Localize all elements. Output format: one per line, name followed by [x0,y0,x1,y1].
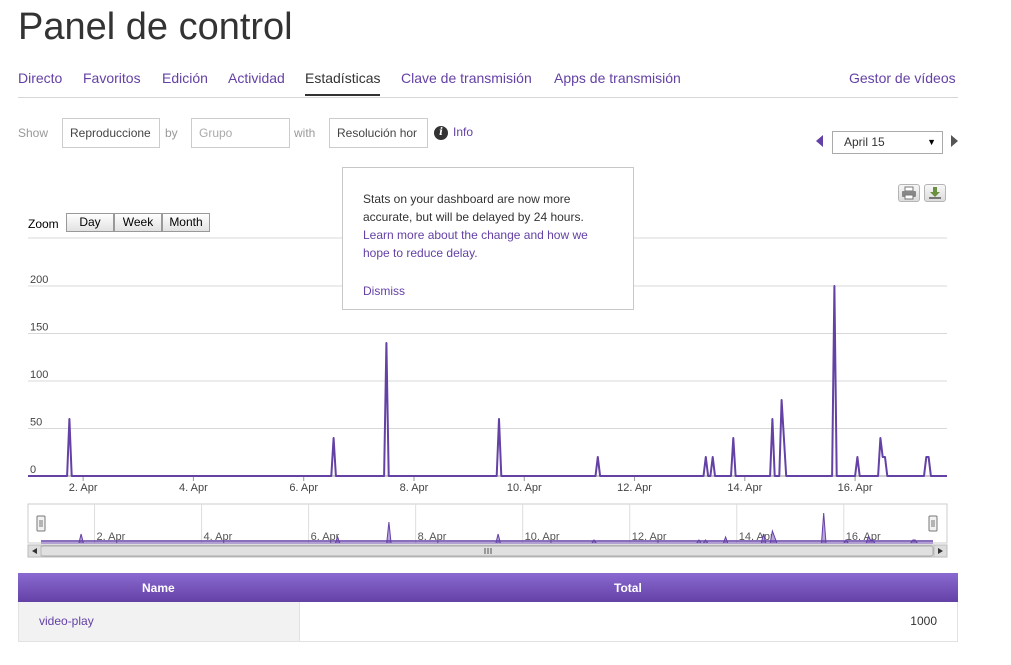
table-row: video-play 1000 [18,602,958,642]
zoom-week-button[interactable]: Week [114,213,162,232]
zoom-day-button[interactable]: Day [66,213,114,232]
learn-more-link[interactable]: Learn more about the change and how we h… [363,228,588,260]
show-label: Show [18,126,49,140]
y-tick-label: 150 [30,322,48,334]
total-column-header[interactable]: Total [614,581,642,595]
resolution-select[interactable]: Resolución hor [329,118,428,148]
caret-down-icon: ▼ [927,137,936,147]
y-tick-label: 50 [30,417,42,429]
y-tick-label: 0 [30,464,36,476]
navigator-tick-label: 6. Apr [311,531,340,543]
x-tick-label: 8. Apr [400,482,429,494]
x-tick-label: 4. Apr [179,482,208,494]
stats-notice-popup: Stats on your dashboard are now more acc… [342,167,634,310]
popup-message: Stats on your dashboard are now more acc… [363,192,584,224]
navigator-handle-right[interactable] [928,515,938,532]
y-tick-label: 200 [30,274,48,286]
metric-select[interactable]: Reproduccione [62,118,160,148]
info-icon[interactable]: i [434,126,448,140]
zoom-label: Zoom [28,217,59,231]
navigator-tick-label: 2. Apr [97,531,126,543]
navigator-tick-label: 12. Apr [632,531,667,543]
x-tick-label: 6. Apr [289,482,318,494]
y-tick-label: 100 [30,369,48,381]
zoom-month-button[interactable]: Month [162,213,210,232]
page-title: Panel de control [18,6,293,48]
navigator-handle-left[interactable] [36,515,46,532]
tab-estadisticas[interactable]: Estadísticas [305,70,381,96]
navigator-series [41,512,933,544]
series-line [28,285,947,477]
table-header: Name Total [18,573,958,602]
tab-apps-de-transmision[interactable]: Apps de transmisión [554,70,681,86]
navigator-tick-label: 4. Apr [204,531,233,543]
next-date-arrow-icon[interactable] [951,135,958,147]
views-chart: 0 50 100 150 200 2. Apr 4. Apr 6. Apr 8. Apr 10. … [27,237,948,558]
x-tick-label: 14. Apr [727,482,762,494]
date-select[interactable]: April 15 ▼ [832,131,943,154]
tab-directo[interactable]: Directo [18,70,63,86]
export-button[interactable] [924,184,946,202]
with-label: with [294,126,316,140]
dismiss-link[interactable]: Dismiss [363,284,405,298]
row-name-link[interactable]: video-play [39,614,94,628]
scrollbar-thumb[interactable] [40,545,934,557]
date-select-value: April 15 [844,135,885,149]
print-button[interactable] [898,184,920,202]
info-link[interactable]: Info [453,125,474,139]
tab-actividad[interactable]: Actividad [228,70,285,86]
navigator-tick-label: 8. Apr [418,531,447,543]
navigator-tick-label: 10. Apr [525,531,560,543]
name-cell: video-play [19,602,300,641]
tab-edicion[interactable]: Edición [162,70,208,86]
tab-favoritos[interactable]: Favoritos [83,70,141,86]
tab-bar: Directo Favoritos Edición Actividad Esta… [18,64,958,98]
scroll-right-arrow-icon [938,548,943,554]
x-tick-label: 16. Apr [838,482,873,494]
video-manager-link[interactable]: Gestor de vídeos [849,70,956,86]
printer-icon [902,186,916,200]
tab-clave-de-transmision[interactable]: Clave de transmisión [401,70,532,86]
x-tick-label: 10. Apr [507,482,542,494]
previous-date-arrow-icon[interactable] [816,135,823,147]
by-label: by [165,126,178,140]
name-column-header[interactable]: Name [142,581,175,595]
x-tick-label: 2. Apr [69,482,98,494]
scroll-left-arrow-icon [32,548,37,554]
row-total: 1000 [910,614,937,628]
download-icon [929,187,941,199]
navigator-frame [27,503,948,544]
group-input[interactable]: Grupo [191,118,290,148]
x-tick-label: 12. Apr [617,482,652,494]
